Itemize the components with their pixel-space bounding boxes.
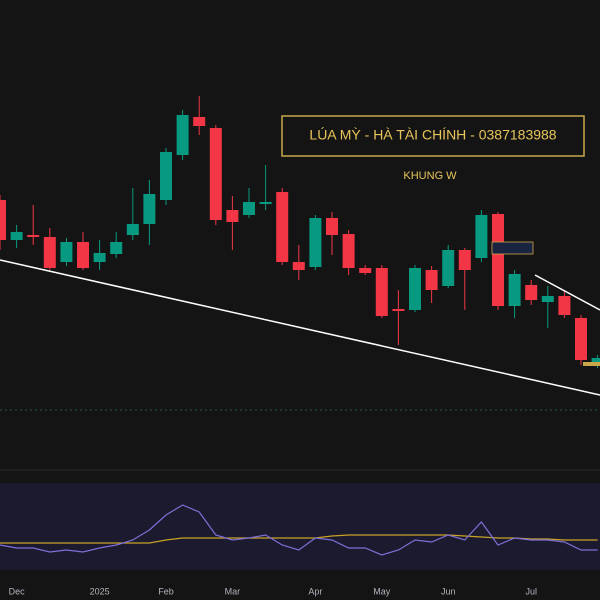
x-tick-label: Mar bbox=[225, 586, 241, 596]
candle-body bbox=[508, 274, 521, 306]
x-tick-label: May bbox=[373, 586, 391, 596]
candle-body bbox=[93, 253, 106, 262]
candle-body bbox=[392, 309, 405, 311]
candle-body bbox=[575, 318, 587, 360]
candle-body bbox=[442, 250, 455, 286]
candle-body bbox=[525, 285, 538, 300]
trend-line bbox=[0, 259, 600, 396]
marks: Dec 2025 Feb Mar Apr May Jun Jul bbox=[0, 96, 600, 596]
candle-body bbox=[326, 218, 338, 235]
candle-body bbox=[60, 242, 73, 262]
x-tick-label: Dec bbox=[9, 586, 26, 596]
candle-body bbox=[259, 202, 272, 204]
candle-body bbox=[0, 200, 6, 240]
x-tick-label: 2025 bbox=[90, 586, 110, 596]
rsi-line bbox=[0, 504, 598, 556]
candle-body bbox=[27, 235, 40, 237]
candle-body bbox=[425, 270, 438, 290]
candle-body bbox=[276, 192, 289, 262]
candle-body bbox=[226, 210, 239, 222]
chart-subtitle: KHUNG W bbox=[403, 170, 457, 182]
x-tick-label: Jul bbox=[525, 586, 537, 596]
rsi-ma-line bbox=[0, 534, 598, 544]
candle-body bbox=[110, 242, 123, 254]
x-tick-label: Apr bbox=[308, 586, 322, 596]
trend-line bbox=[534, 274, 600, 311]
candle-body bbox=[77, 242, 89, 268]
zone-box bbox=[491, 241, 534, 255]
candle-body bbox=[292, 262, 305, 270]
candle-body bbox=[458, 250, 471, 270]
title-box bbox=[281, 115, 585, 157]
candle-body bbox=[176, 115, 189, 155]
candle-body bbox=[375, 268, 388, 316]
candle-body bbox=[10, 232, 23, 240]
chart-title: LÚA MỲ - HÀ TÀI CHÍNH - 0387183988 bbox=[309, 127, 556, 143]
candle-body bbox=[43, 237, 56, 268]
x-tick-label: Feb bbox=[158, 586, 174, 596]
candle-body bbox=[541, 296, 554, 302]
candle-body bbox=[359, 268, 372, 273]
candle-body bbox=[143, 194, 156, 224]
candle-body bbox=[160, 152, 172, 200]
candle-body bbox=[492, 214, 504, 306]
candle-body bbox=[193, 117, 206, 126]
x-tick-label: Jun bbox=[441, 586, 456, 596]
candle-body bbox=[342, 234, 355, 268]
candle-body bbox=[409, 268, 421, 310]
candle-body bbox=[309, 218, 322, 267]
candle-body bbox=[209, 128, 222, 220]
candle-body bbox=[126, 224, 139, 235]
rsi-band bbox=[0, 483, 600, 570]
candle-body bbox=[591, 358, 600, 365]
candle-body bbox=[243, 202, 255, 215]
candle-body bbox=[558, 296, 571, 315]
level-marker bbox=[583, 362, 600, 366]
candle-body bbox=[475, 215, 488, 258]
